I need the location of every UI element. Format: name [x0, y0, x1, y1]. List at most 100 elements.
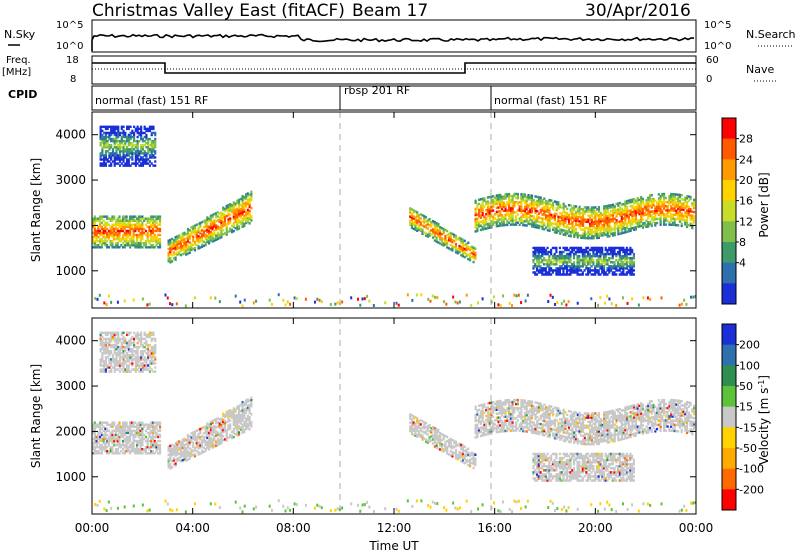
power-cell	[148, 219, 151, 222]
power-cell	[534, 219, 537, 223]
power-cell	[608, 224, 611, 228]
power-cell	[624, 200, 627, 203]
power-cell	[608, 216, 611, 220]
power-cell	[446, 240, 449, 243]
power-cell	[136, 244, 139, 247]
velocity-cell	[246, 406, 249, 409]
velocity-cell	[97, 437, 100, 441]
power-cell	[127, 231, 130, 235]
power-cell	[546, 206, 549, 210]
velocity-cell	[220, 427, 223, 431]
power-cell	[474, 211, 477, 215]
power-cell	[654, 222, 657, 225]
power-cell	[113, 158, 116, 161]
velocity-cell	[176, 457, 179, 460]
power-cell	[211, 240, 214, 243]
power-cell	[558, 252, 562, 256]
power-cell	[569, 222, 572, 226]
power-cell	[151, 217, 155, 220]
power-cell	[197, 237, 200, 240]
power-cell	[615, 210, 618, 214]
power-cell	[597, 254, 600, 258]
power-cell	[122, 139, 125, 143]
power-cell	[594, 252, 597, 256]
velocity-cell	[245, 407, 248, 410]
velocity-cell	[136, 423, 139, 426]
power-cell	[680, 214, 683, 217]
velocity-cell	[141, 423, 144, 426]
power-cell	[557, 267, 560, 270]
power-cell	[677, 224, 680, 227]
velocity-cell	[451, 451, 454, 454]
power-cell	[99, 131, 102, 135]
power-cell	[567, 220, 571, 223]
power-cell	[493, 221, 497, 224]
power-cell	[608, 212, 611, 215]
velocity-cell	[172, 463, 175, 466]
power-cell	[204, 229, 207, 232]
power-cell	[616, 259, 620, 262]
power-cell	[106, 131, 109, 135]
velocity-cell	[111, 433, 114, 437]
power-cell	[647, 210, 650, 214]
velocity-cell	[123, 431, 126, 435]
power-cell	[587, 234, 590, 238]
power-cell	[558, 250, 562, 254]
velocity-cell	[215, 432, 218, 435]
velocity-cell	[141, 429, 144, 433]
power-cell	[152, 146, 155, 149]
power-cell	[127, 239, 130, 243]
power-cell	[673, 213, 676, 216]
velocity-cell	[237, 425, 241, 428]
power-cell	[608, 271, 611, 274]
power-cell	[626, 230, 629, 234]
power-cell	[581, 256, 584, 260]
colorbar-swatch	[722, 118, 736, 140]
velocity-cell	[433, 433, 436, 436]
velocity-cell	[421, 434, 424, 437]
power-cell	[243, 218, 246, 222]
power-cell	[530, 225, 534, 228]
power-cell	[624, 248, 627, 252]
power-cell	[513, 200, 516, 204]
power-cell	[539, 198, 542, 202]
velocity-cell	[95, 443, 98, 447]
power-cell	[634, 207, 638, 211]
power-cell	[179, 253, 182, 257]
power-cell	[500, 205, 504, 209]
velocity-cell	[206, 442, 209, 446]
velocity-cell	[93, 441, 96, 445]
power-cell	[624, 250, 627, 254]
power-cell	[604, 229, 608, 232]
power-cell	[564, 267, 567, 270]
power-cell	[120, 244, 123, 247]
velocity-cell	[479, 416, 482, 419]
power-cell	[95, 219, 98, 222]
power-cell	[154, 141, 157, 145]
velocity-cell	[433, 429, 436, 432]
power-cell	[567, 226, 571, 229]
power-cell	[609, 250, 613, 254]
power-cell	[622, 217, 625, 220]
power-cell	[121, 229, 125, 233]
power-cell	[140, 150, 143, 153]
power-cell	[615, 212, 618, 216]
power-cell	[465, 244, 468, 248]
power-cell	[176, 237, 179, 240]
power-cell	[508, 199, 511, 202]
power-cell	[440, 241, 443, 244]
power-cell	[536, 195, 539, 199]
power-cell	[481, 297, 484, 301]
velocity-cell	[467, 459, 470, 463]
power-cell	[599, 246, 602, 250]
power-cell	[147, 127, 150, 131]
velocity-cell	[481, 413, 484, 417]
power-cell	[654, 211, 657, 215]
power-cell	[534, 209, 537, 213]
power-cell	[150, 139, 153, 143]
power-cell	[188, 229, 191, 232]
velocity-cell	[176, 451, 179, 454]
power-cell	[141, 227, 144, 231]
power-cell	[555, 259, 558, 262]
power-cell	[547, 300, 550, 304]
